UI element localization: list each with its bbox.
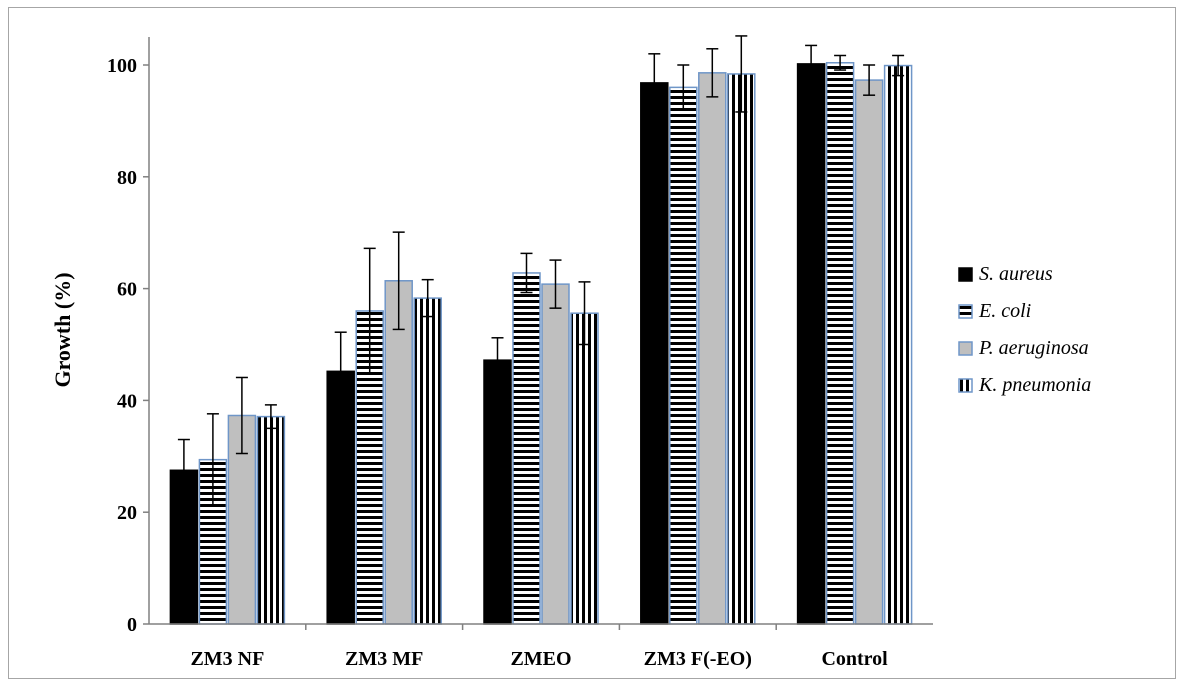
bar [483, 359, 512, 625]
legend-label: E. coli [978, 300, 1031, 322]
y-tick-label: 20 [117, 502, 137, 524]
bar [698, 72, 727, 625]
bar [512, 272, 541, 625]
bar [256, 415, 286, 625]
x-tick-label: ZM3 MF [345, 648, 423, 670]
legend-label: P. aeruginosa [978, 337, 1089, 359]
x-tick-label: ZMEO [510, 648, 571, 670]
bar [384, 280, 413, 625]
bar [796, 63, 826, 625]
bar [854, 79, 884, 625]
y-tick-label: 40 [117, 390, 137, 412]
bar [413, 297, 442, 625]
bar [227, 414, 257, 625]
bar [541, 283, 570, 625]
bar [669, 86, 698, 625]
bar [727, 73, 756, 625]
bar [640, 82, 669, 625]
y-tick-label: 80 [117, 167, 137, 189]
x-tick-label: Control [821, 648, 888, 670]
legend-label: K. pneumonia [978, 374, 1091, 396]
bars-layer [169, 62, 913, 625]
bar [825, 62, 855, 625]
y-tick-label: 100 [107, 55, 137, 77]
x-tick-labels: ZM3 NF ZM3 MF ZMEO ZM3 F(-EO) Control [190, 624, 888, 670]
legend-swatch [958, 341, 973, 356]
error-bars-layer [177, 35, 905, 507]
legend-swatch [958, 304, 973, 319]
y-axis-label: Growth (%) [50, 272, 75, 387]
x-tick-label: ZM3 NF [190, 648, 264, 670]
y-tick-label: 0 [127, 614, 137, 636]
legend-swatch [958, 378, 973, 393]
legend-swatch [958, 267, 973, 282]
bar [883, 64, 913, 625]
bar [570, 312, 599, 625]
legend-label: S. aureus [979, 263, 1053, 285]
x-tick-label: ZM3 F(-EO) [644, 648, 752, 670]
y-ticks: 0 20 40 60 80 100 [107, 55, 149, 636]
y-tick-label: 60 [117, 279, 137, 301]
legend: S. aureus E. coli P. aeruginosa K. pneumoni… [958, 263, 1091, 396]
